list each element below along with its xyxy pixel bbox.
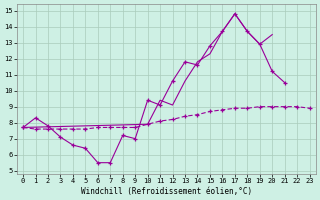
- X-axis label: Windchill (Refroidissement éolien,°C): Windchill (Refroidissement éolien,°C): [81, 187, 252, 196]
